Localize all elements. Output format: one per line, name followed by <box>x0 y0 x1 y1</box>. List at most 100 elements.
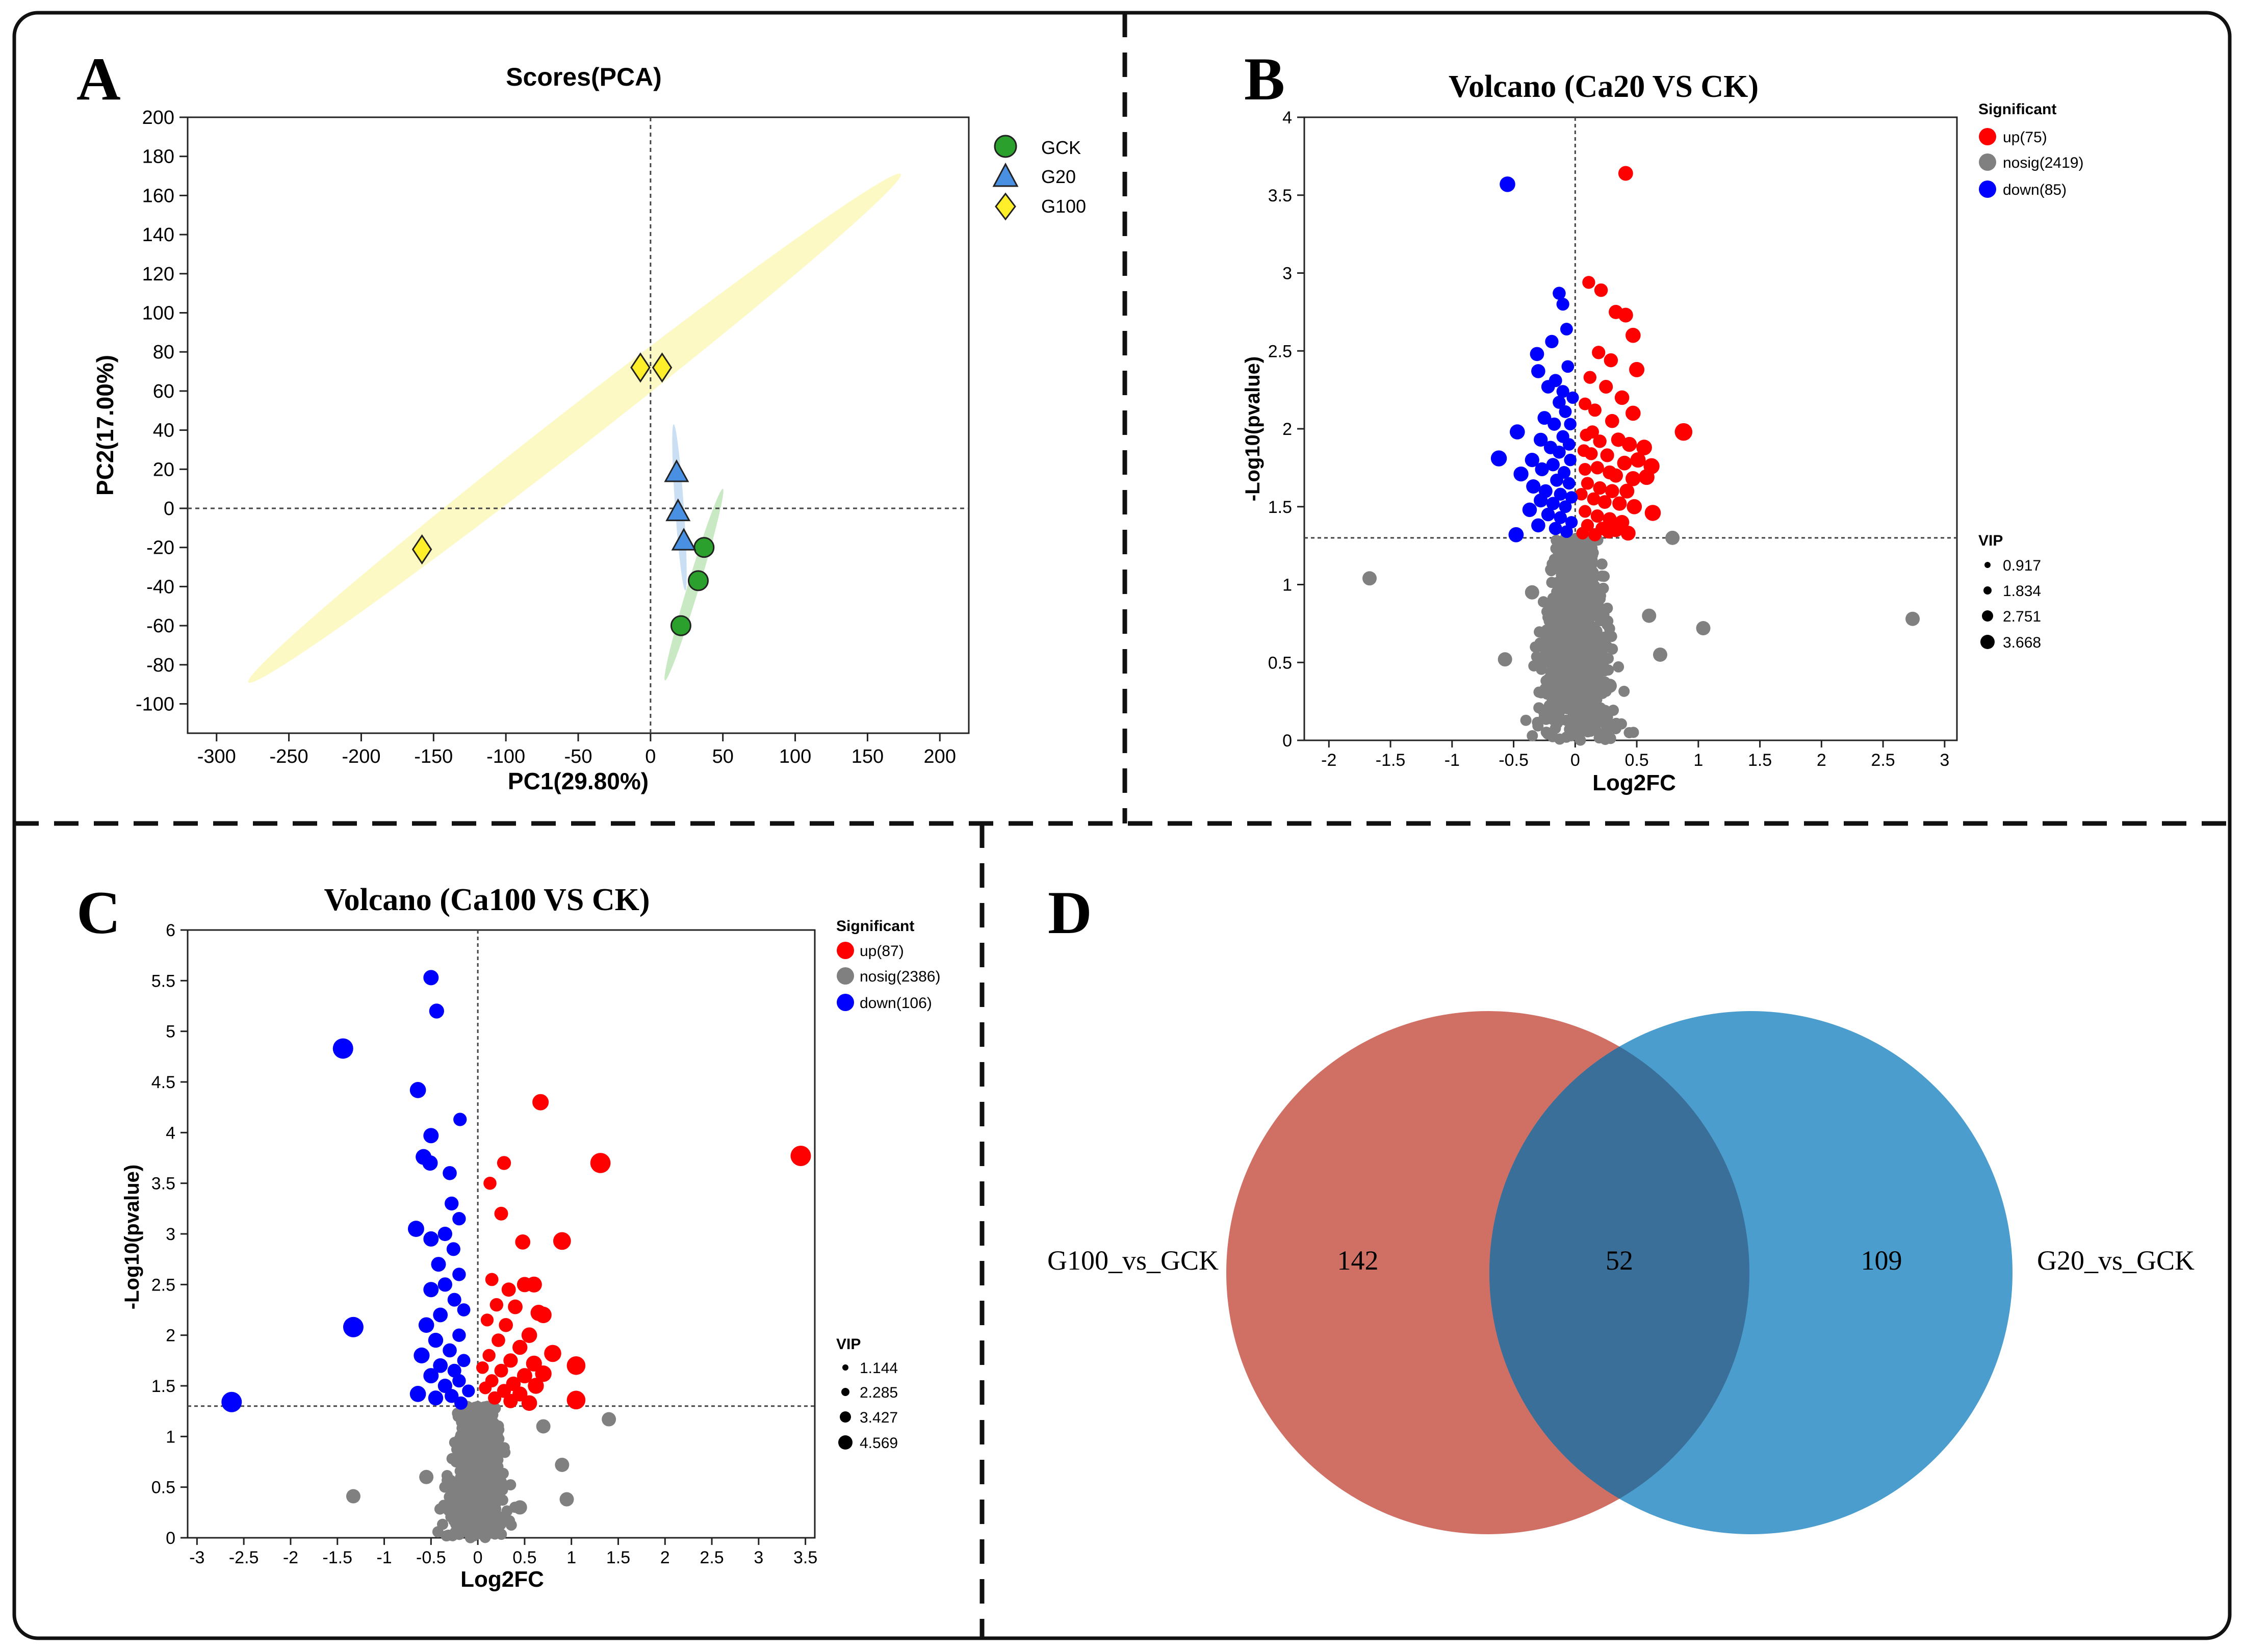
legend-down-marker <box>1979 180 1996 198</box>
volcano-c-down-point <box>332 1038 353 1059</box>
volcano-b-y-tick-label: 0.5 <box>1268 653 1292 673</box>
vip-marker-3 <box>1982 610 1993 622</box>
volcano-b-down-point <box>1549 522 1562 535</box>
pca-x-tick-label: -300 <box>197 746 236 767</box>
volcano-b-y-tick-label: 3 <box>1282 264 1292 283</box>
volcano-c-nosig-point <box>496 1529 507 1540</box>
volcano-b-up-point <box>1594 283 1608 297</box>
volcano-c-up-point <box>499 1318 513 1332</box>
legend-nosig-marker <box>1979 153 1996 171</box>
volcano-b-up-point <box>1621 436 1637 452</box>
venn-label-g100: G100_vs_GCK <box>1047 1245 1219 1276</box>
legend-g20-marker <box>992 162 1019 187</box>
volcano-c-nosig-point <box>452 1411 464 1423</box>
volcano-b-down-point <box>1522 502 1537 518</box>
volcano-b-up-point <box>1588 528 1602 541</box>
volcano-b-x-tick-label: -2 <box>1321 751 1336 770</box>
volcano-b-nosig-point <box>1578 667 1590 679</box>
volcano-b-nosig-point <box>1615 718 1627 730</box>
pca-point-g100 <box>630 352 651 383</box>
pca-y-tick-label: 80 <box>153 342 174 363</box>
volcano-c-up-point <box>790 1146 811 1167</box>
volcano-b-x-tick-label: 0 <box>1570 751 1580 770</box>
volcano-b-up-point <box>1582 276 1595 289</box>
vip-label-1: 0.917 <box>2003 557 2041 574</box>
volcano-b-down-point <box>1530 347 1544 362</box>
volcano-c-nosig-point <box>470 1474 482 1485</box>
volcano-b-up-point <box>1619 483 1635 499</box>
volcano-ca20-chart: Volcano (Ca20 VS CK) -2 -1.5 -1 -0.5 0 0.5 1 1.… <box>1242 69 2083 795</box>
volcano-b-nosig-point <box>1696 621 1711 636</box>
legend-up-marker <box>1979 128 1996 145</box>
volcano-b-up-point <box>1587 492 1601 506</box>
volcano-b-up-point <box>1644 505 1661 521</box>
volcano-c-nosig-point <box>443 1502 457 1517</box>
volcano-c-x-tick-label: -2.5 <box>229 1548 259 1567</box>
pca-y-tick-label: -80 <box>146 655 174 676</box>
pca-chart: Scores(PCA) -300 -250 -200 -150 -100 -50 0 50 10… <box>92 63 1086 794</box>
vip-c-marker-1 <box>842 1364 848 1371</box>
volcano-c-down-point <box>452 1212 466 1226</box>
volcano-c-nosig-point <box>441 1469 453 1481</box>
volcano-b-nosig-point <box>1642 608 1657 623</box>
volcano-c-up-point <box>503 1353 518 1368</box>
volcano-b-up-point <box>1626 327 1641 343</box>
volcano-b-down-point <box>1526 479 1541 494</box>
volcano-b-nosig-point <box>1596 570 1608 582</box>
volcano-c-down-point <box>445 1389 459 1403</box>
vip-label-4: 3.668 <box>2003 634 2041 651</box>
volcano-c-up-point <box>488 1391 502 1405</box>
volcano-c-x-tick-label: -0.5 <box>416 1548 446 1567</box>
volcano-c-nosig-point <box>486 1428 498 1439</box>
volcano-b-up-point <box>1626 471 1641 486</box>
pca-y-tick-label: 60 <box>153 381 174 402</box>
panel-label-d: D <box>1048 879 1092 946</box>
pca-y-tick-label: 20 <box>153 459 174 480</box>
vip-c-label-3: 3.427 <box>860 1409 898 1426</box>
pca-y-tick-label: 120 <box>142 264 174 285</box>
volcano-c-y-tick-label: 2 <box>166 1326 175 1346</box>
pca-x-tick-label: -50 <box>564 746 592 767</box>
volcano-b-up-point <box>1674 423 1693 441</box>
volcano-b-up-point <box>1626 405 1641 421</box>
volcano-c-down-point <box>418 1317 434 1333</box>
volcano-b-y-tick-label: 2 <box>1282 420 1292 439</box>
volcano-b-down-point <box>1508 527 1524 543</box>
volcano-b-nosig-point <box>1653 647 1667 662</box>
volcano-b-nosig-point <box>1561 581 1573 593</box>
pca-x-tick-label: -200 <box>342 746 380 767</box>
volcano-b-nosig-point <box>1665 530 1680 545</box>
volcano-c-up-point <box>512 1339 528 1355</box>
volcano-b-nosig-point <box>1533 686 1545 698</box>
volcano-c-nosig-point <box>476 1524 487 1536</box>
legend-gck-label: GCK <box>1041 137 1081 158</box>
volcano-b-down-point <box>1556 385 1569 398</box>
volcano-b-y-label: -Log10(pvalue) <box>1242 356 1264 501</box>
volcano-c-down-point <box>409 1082 426 1098</box>
volcano-b-x-tick-label: 1 <box>1693 751 1703 770</box>
pca-point-g20 <box>665 498 691 522</box>
volcano-c-up-point <box>521 1395 537 1411</box>
volcano-b-nosig-point <box>1541 655 1553 667</box>
volcano-b-nosig-point <box>1604 623 1615 634</box>
volcano-b-nosig-point <box>1585 726 1596 737</box>
volcano-b-x-tick-label: -1.5 <box>1376 751 1406 770</box>
volcano-b-down-point <box>1553 396 1566 409</box>
volcano-c-y-tick-label: 1 <box>166 1427 175 1447</box>
volcano-b-nosig-point <box>1596 558 1608 570</box>
volcano-b-down-point <box>1561 360 1575 373</box>
volcano-c-nosig-point <box>505 1479 517 1491</box>
volcano-c-y-tick-label: 1.5 <box>151 1377 175 1396</box>
volcano-b-nosig-point <box>1613 661 1624 673</box>
volcano-c-down-point <box>453 1113 467 1126</box>
panel-label-c: C <box>76 879 121 946</box>
volcano-b-down-point <box>1546 458 1560 472</box>
volcano-c-down-point <box>423 1368 439 1384</box>
panel-label-b: B <box>1244 45 1285 113</box>
volcano-c-y-label: -Log10(pvalue) <box>121 1165 143 1309</box>
volcano-b-nosig-point <box>1598 729 1610 740</box>
volcano-c-down-point <box>423 1231 439 1247</box>
volcano-c-down-point <box>437 1226 452 1242</box>
volcano-c-nosig-point <box>474 1408 486 1420</box>
volcano-c-down-point <box>407 1221 424 1237</box>
